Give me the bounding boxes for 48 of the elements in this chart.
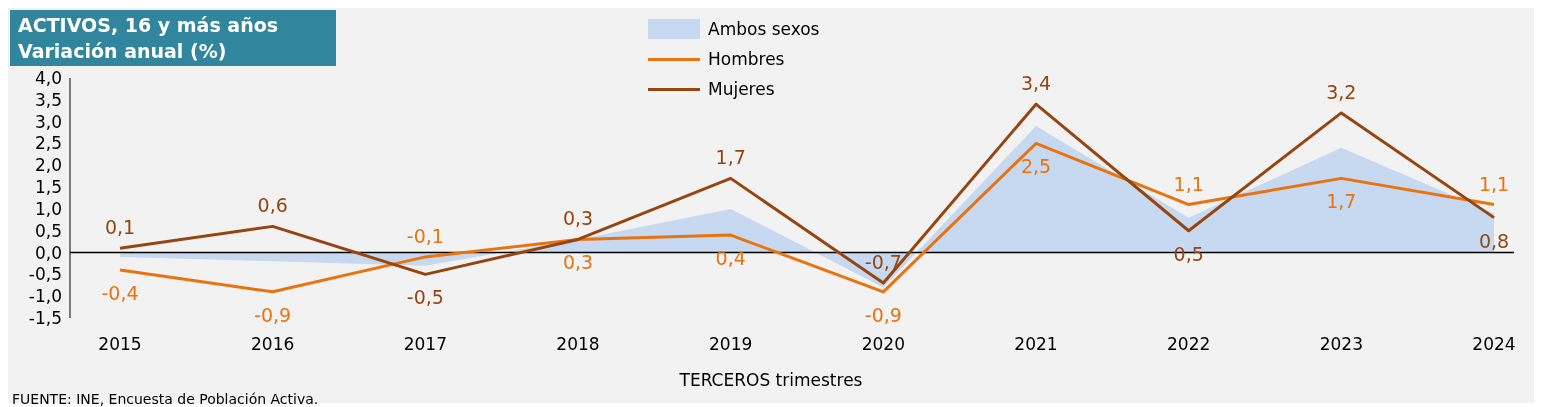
data-label: 0,3	[562, 207, 594, 230]
x-tick-label: 2020	[861, 334, 905, 355]
legend-label: Hombres	[708, 49, 785, 69]
x-tick-label: 2019	[709, 334, 753, 355]
y-tick-label: 0,0	[34, 242, 62, 263]
data-label: 1,1	[1173, 172, 1204, 195]
data-label: 1,7	[715, 146, 746, 169]
data-label: 0,6	[257, 194, 288, 217]
data-label: 0,3	[562, 251, 594, 274]
source-note: FUENTE: INE, Encuesta de Población Activa.	[12, 391, 319, 407]
data-label: 3,4	[1020, 72, 1052, 95]
data-label: 1,7	[1326, 190, 1357, 213]
legend-label: Ambos sexos	[708, 19, 820, 39]
y-tick-label: -0,5	[28, 264, 62, 285]
legend-label: Mujeres	[708, 79, 775, 99]
data-label: -0,9	[864, 303, 902, 326]
data-label: -0,4	[101, 282, 139, 304]
x-tick-label: 2017	[403, 334, 447, 355]
y-tick-label: 3,5	[34, 89, 62, 110]
chart-title: ACTIVOS, 16 y más años	[18, 13, 280, 38]
x-axis-title: TERCEROS trimestres	[678, 370, 864, 390]
x-tick-label: 2018	[556, 334, 600, 355]
y-tick-label: 0,5	[34, 220, 62, 241]
x-tick-label: 2015	[98, 334, 142, 355]
data-label: 0,1	[104, 216, 136, 239]
y-tick-label: 1,5	[34, 177, 62, 198]
y-tick-label: -1,5	[28, 308, 62, 329]
y-tick-label: 2,5	[34, 133, 62, 154]
y-tick-label: 2,0	[34, 155, 62, 176]
data-label: 1,1	[1478, 172, 1510, 195]
x-tick-label: 2023	[1319, 334, 1363, 355]
y-tick-label: 4,0	[34, 68, 62, 89]
data-label: 0,8	[1478, 229, 1510, 252]
data-label: 0,4	[715, 247, 746, 270]
data-label: -0,1	[406, 224, 444, 247]
chart-subtitle: Variación anual (%)	[18, 39, 228, 64]
data-label: -0,7	[864, 251, 902, 274]
y-tick-label: -1,0	[28, 286, 62, 307]
x-tick-label: 2016	[251, 334, 295, 355]
y-tick-label: 1,0	[34, 198, 62, 219]
x-tick-label: 2022	[1167, 334, 1211, 355]
data-label: 2,5	[1020, 155, 1052, 178]
data-label: 3,2	[1326, 80, 1357, 103]
x-tick-label: 2024	[1472, 334, 1516, 355]
y-tick-label: 3,0	[34, 111, 62, 132]
data-label: -0,9	[254, 303, 292, 326]
x-tick-label: 2021	[1014, 334, 1058, 355]
data-label: -0,5	[406, 286, 444, 309]
